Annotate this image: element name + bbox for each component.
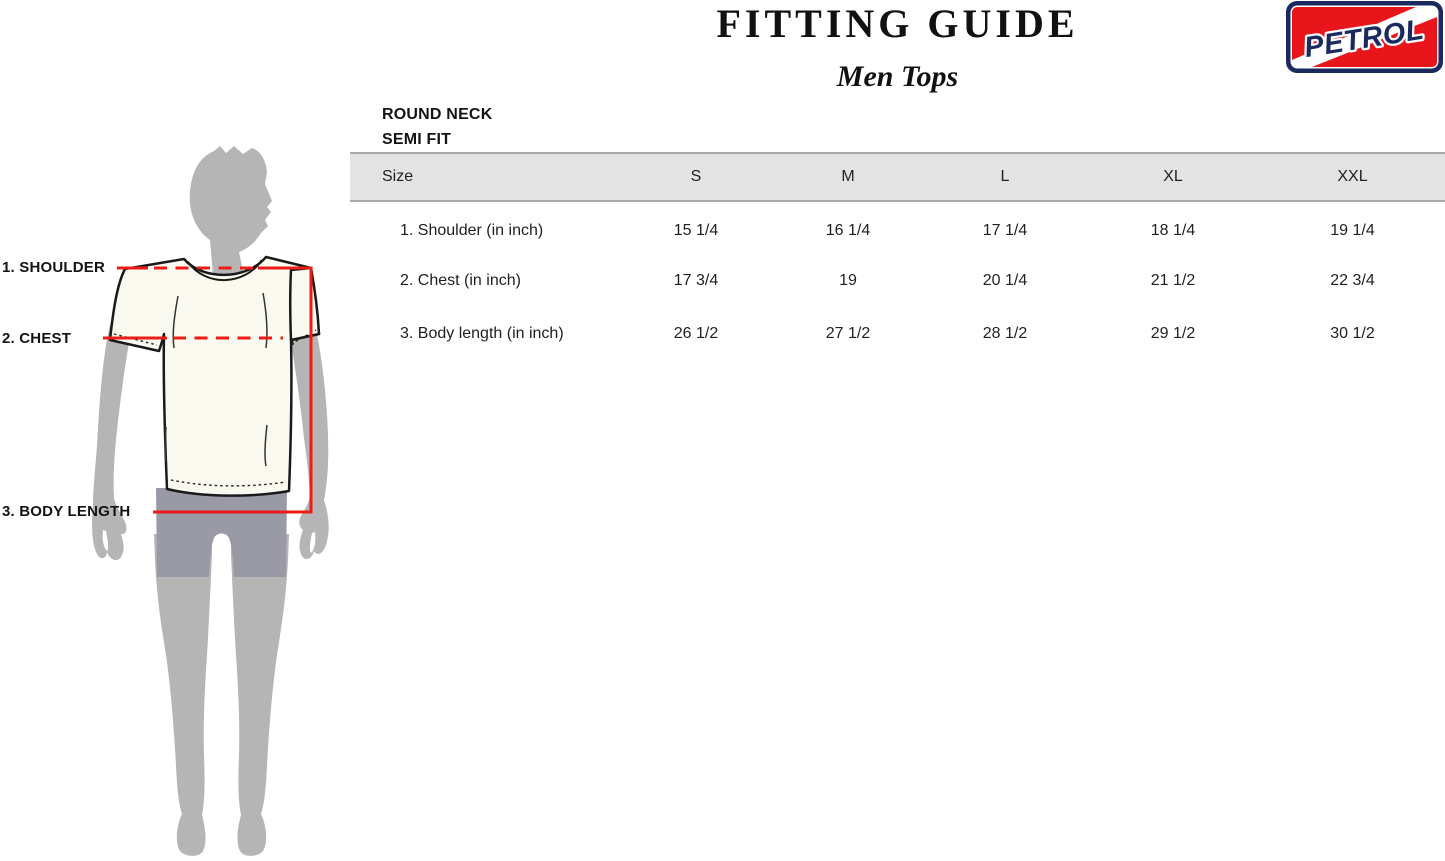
cell-value: 30 1/2 <box>1330 324 1375 342</box>
col-header-s: S <box>690 168 702 185</box>
table-row-chest: 2. Chest (in inch) 17 3/4 19 20 1/4 21 1… <box>350 254 1445 307</box>
col-header-xxl: XXL <box>1337 168 1368 185</box>
cell-value: 16 1/4 <box>825 221 871 239</box>
right-sleeve-edge <box>289 266 321 342</box>
cell-value: 26 1/2 <box>673 324 719 342</box>
row-label: 3. Body length (in inch) <box>400 324 564 342</box>
col-header-l: L <box>1000 168 1010 185</box>
fit-diagram-figure <box>92 146 329 856</box>
cell-value: 29 1/2 <box>1150 324 1196 342</box>
col-header-xl: XL <box>1163 168 1183 185</box>
left-arm-silhouette <box>92 295 133 561</box>
col-header-m: M <box>841 168 855 185</box>
body-length-bracket <box>153 266 313 514</box>
table-row-shoulder: 1. Shoulder (in inch) 15 1/4 16 1/4 17 1… <box>350 201 1445 254</box>
cell-value: 20 1/4 <box>982 271 1028 289</box>
right-arm-silhouette <box>288 295 329 560</box>
size-table-header-row: Size S M L XL XXL <box>350 153 1445 201</box>
logo-field <box>1292 7 1437 67</box>
shorts-silhouette <box>156 488 287 577</box>
head-silhouette <box>189 146 272 286</box>
left-leg-silhouette <box>154 534 212 856</box>
cell-value: 22 3/4 <box>1330 271 1375 289</box>
row-label: 1. Shoulder (in inch) <box>400 221 544 239</box>
tshirt-outline <box>108 255 321 497</box>
left-side-wrinkle <box>164 426 167 462</box>
logo-red-triangle-top <box>1292 7 1416 60</box>
right-side-wrinkle <box>264 424 268 467</box>
cell-value: 17 3/4 <box>673 271 719 289</box>
cell-value: 28 1/2 <box>982 324 1028 342</box>
collar-rib-line <box>187 259 263 282</box>
cell-value: 19 <box>839 271 857 289</box>
shoulder-measure-label: 1. SHOULDER <box>2 259 106 276</box>
size-table: Size S M L XL XXL 1. Shoulder (in inch) … <box>350 152 1445 360</box>
cell-value: 19 1/4 <box>1330 221 1375 239</box>
cell-value: 27 1/2 <box>825 324 871 342</box>
body-length-measure-label: 3. BODY LENGTH <box>2 503 131 520</box>
header: FITTING GUIDE Men Tops <box>350 0 1445 94</box>
table-row-body-length: 3. Body length (in inch) 26 1/2 27 1/2 2… <box>350 307 1445 360</box>
hem-stitch <box>170 479 287 487</box>
left-wrinkle <box>172 295 179 349</box>
row-label: 2. Chest (in inch) <box>400 271 521 289</box>
page-subtitle: Men Tops <box>836 60 959 93</box>
chest-measure-label: 2. CHEST <box>2 330 72 347</box>
logo-red-triangle-bottom <box>1312 17 1437 67</box>
cell-value: 15 1/4 <box>673 221 719 239</box>
page-title: FITTING GUIDE <box>716 1 1079 46</box>
product-style-block: ROUND NECK SEMI FIT <box>382 102 492 152</box>
right-leg-silhouette <box>231 534 289 856</box>
product-fit: SEMI FIT <box>382 131 452 148</box>
cell-value: 18 1/4 <box>1150 221 1196 239</box>
cell-value: 21 1/2 <box>1150 271 1196 289</box>
cell-value: 17 1/4 <box>982 221 1028 239</box>
right-wrinkle <box>262 292 268 349</box>
petrol-logo: PETROL <box>1286 1 1443 73</box>
col-header-size: Size <box>382 168 414 185</box>
product-neck-style: ROUND NECK <box>382 106 493 123</box>
size-table-grid: Size S M L XL XXL 1. Shoulder (in inch) … <box>350 152 1445 360</box>
